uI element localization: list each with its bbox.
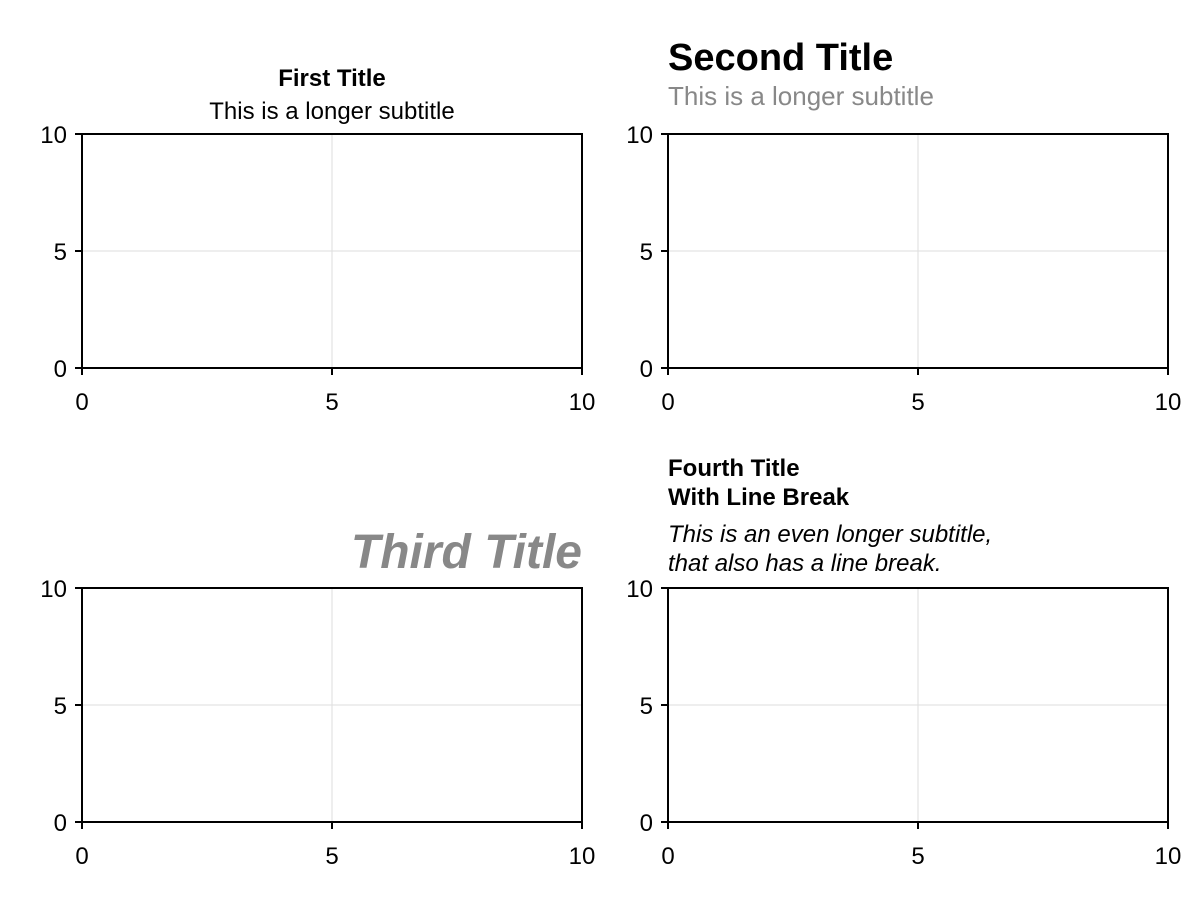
- y-tick-label: 5: [640, 239, 653, 266]
- chart-subtitle-line: that also has a line break.: [668, 550, 942, 577]
- chart-title-line: Third Title: [351, 526, 582, 579]
- chart-subtitle: This is an even longer subtitle, that als…: [668, 521, 992, 577]
- y-tick-label: 0: [640, 810, 653, 837]
- chart-panel-3: 0 5 10 0 5 10 Third Title: [40, 526, 595, 870]
- chart-title-line: Fourth Title: [668, 455, 800, 482]
- chart-title: Third Title: [351, 526, 582, 579]
- x-tick-label: 5: [911, 389, 924, 416]
- x-tick-label: 10: [1155, 843, 1182, 870]
- x-tick-label: 5: [325, 843, 338, 870]
- chart-panel-1: 0 5 10 0 5 10 First Title This is a longer subt…: [40, 65, 595, 416]
- x-tick-label: 10: [1155, 389, 1182, 416]
- y-tick-label: 10: [40, 576, 67, 603]
- y-tick-label: 10: [626, 122, 653, 149]
- x-tick-label: 10: [569, 843, 596, 870]
- chart-title: First Title: [278, 65, 386, 92]
- chart-panel-4: 0 5 10 0 5 10 Fourth Title With Line Break This …: [626, 455, 1181, 870]
- y-tick-label: 0: [54, 356, 67, 383]
- chart-subtitle-line: This is an even longer subtitle,: [668, 521, 992, 548]
- x-tick-label: 0: [75, 843, 88, 870]
- y-tick-label: 10: [40, 122, 67, 149]
- chart-subtitle-line: This is a longer subtitle: [668, 81, 934, 111]
- panels: 0 5 10 0 5 10 First Title This is a longer subt…: [40, 37, 1181, 870]
- chart-title: Fourth Title With Line Break: [668, 455, 850, 511]
- chart-title: Second Title: [668, 37, 893, 79]
- chart-title-line: With Line Break: [668, 484, 850, 511]
- x-tick-label: 5: [325, 389, 338, 416]
- x-tick-label: 0: [75, 389, 88, 416]
- chart-subtitle-line: This is a longer subtitle: [209, 98, 454, 125]
- chart-subtitle: This is a longer subtitle: [209, 98, 454, 125]
- chart-title-line: First Title: [278, 65, 386, 92]
- x-tick-label: 0: [661, 389, 674, 416]
- y-tick-label: 0: [640, 356, 653, 383]
- y-tick-label: 10: [626, 576, 653, 603]
- y-tick-label: 5: [54, 239, 67, 266]
- y-tick-label: 5: [640, 693, 653, 720]
- y-tick-label: 0: [54, 810, 67, 837]
- x-tick-label: 0: [661, 843, 674, 870]
- chart-title-line: Second Title: [668, 37, 893, 79]
- x-tick-label: 5: [911, 843, 924, 870]
- y-tick-label: 5: [54, 693, 67, 720]
- chart-subtitle: This is a longer subtitle: [668, 81, 934, 111]
- x-tick-label: 10: [569, 389, 596, 416]
